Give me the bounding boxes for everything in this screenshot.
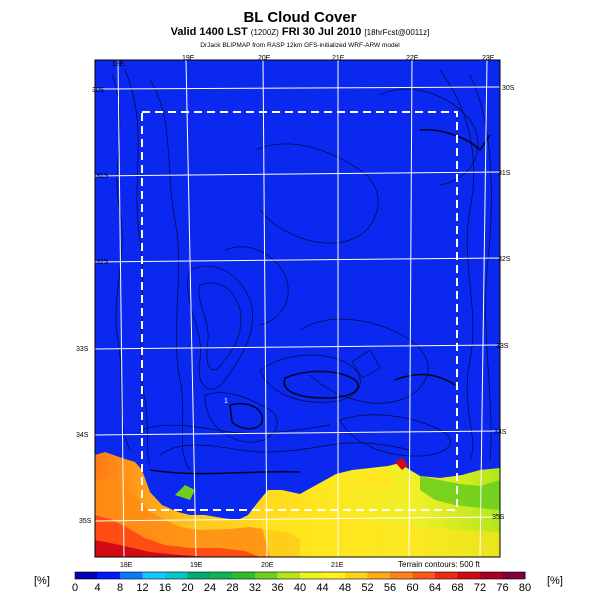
colorbar-swatch [367,572,391,579]
colorbar-swatch [277,572,301,579]
colorbar-swatch [457,572,481,579]
colorbar-swatches [75,572,526,579]
colorbar-label: 40 [294,582,306,594]
colorbar-label: 28 [226,582,238,594]
lat-label-left-1: 31S [96,173,109,180]
colorbar-swatch [232,572,256,579]
major-terrain-contours [149,129,491,475]
lat-label-right-0: 30S [502,85,515,92]
colorbar-swatch [502,572,526,579]
colorbar-swatch [142,572,166,579]
lon-label-bottom-0: 18E [120,562,133,569]
lat-label-left-0: 30S [92,87,105,94]
lon-label-top-3: 21E [332,55,345,62]
colorbar-label: 56 [384,582,396,594]
colorbar-label: 52 [361,582,373,594]
colorbar-swatch [97,572,121,579]
colorbar-label: 16 [159,582,171,594]
colorbar-swatch [435,572,458,579]
cloud-cover-land-area [95,452,500,557]
lat-lon-grid [94,59,501,558]
map-background [95,60,500,557]
colorbar-label: 36 [271,582,283,594]
colorbar-swatch [187,572,211,579]
colorbar-swatch [210,572,233,579]
lat-label-left-2: 32S [96,259,109,266]
colorbar-label: 44 [316,582,328,594]
lat-label-left-5: 35S [79,518,92,525]
colorbar-swatch [255,572,278,579]
colorbar-label: 48 [339,582,351,594]
lat-label-right-5: 35S [492,514,505,521]
lon-label-top-1: 19E [182,55,195,62]
lon-label-top-2: 20E [258,55,271,62]
lat-label-right-3: 33S [496,343,509,350]
inner-domain-boundary [141,111,458,511]
colorbar-label: 24 [204,582,216,594]
chart-title: BL Cloud Cover [243,9,357,26]
colorbar-swatch [480,572,503,579]
colorbar-swatch [165,572,188,579]
colorbar-swatch [75,572,98,579]
lon-label-bottom-3: 21E [331,562,344,569]
lon-label-top-5: 23E [482,55,495,62]
colorbar-swatch [300,572,323,579]
spot-value-label: 1 [224,398,228,405]
forecast-hour: [18hrFcst@0011z] [364,28,430,37]
colorbar-label: 76 [496,582,508,594]
lon-label-top-4: 22E [406,55,419,62]
terrain-contour-note: Terrain contours: 500 ft [398,560,480,569]
map-frame [94,59,501,558]
colorbar-labels: 0 4 8 12 16 20 24 28 32 36 40 44 48 52 56 60 64 68 72 76 80 [72,582,531,594]
lat-label-right-1: 31S [498,170,511,177]
lat-label-right-4: 34S [494,429,507,436]
colorbar-label: 60 [406,582,418,594]
lat-label-left-4: 34S [76,432,89,439]
colorbar-label: 64 [429,582,441,594]
colorbar-label: 80 [519,582,531,594]
colorbar-swatch [412,572,436,579]
colorbar-frame [74,571,526,580]
valid-date: FRI 30 Jul 2010 [281,26,362,38]
colorbar-swatch [390,572,413,579]
lat-label-right-2: 32S [498,256,511,263]
lon-label-bottom-1: 19E [190,562,203,569]
colorbar-label: 4 [94,582,100,594]
valid-time: Valid 1400 LST [170,26,248,38]
colorbar-unit-left: [%] [34,575,50,587]
lon-label-bottom-2: 20E [261,562,274,569]
colorbar-label: 12 [136,582,148,594]
colorbar-label: 32 [249,582,261,594]
valid-time-line: Valid 1400 LST (1200Z) FRI 30 Jul 2010 [… [0,26,600,38]
model-credit: DrJack BLIPMAP from RASP 12km GFS-initia… [200,42,400,49]
colorbar-label: 68 [451,582,463,594]
colorbar-swatch [345,572,368,579]
colorbar-label: 20 [181,582,193,594]
colorbar-label: 8 [117,582,123,594]
valid-utc: (1200Z) [250,28,279,37]
lon-label-top-0: 18E [112,61,125,68]
lat-label-left-3: 33S [76,346,89,353]
colorbar-swatch [322,572,346,579]
colorbar-label: 0 [72,582,78,594]
colorbar-unit-right: [%] [547,575,563,587]
colorbar-label: 72 [474,582,486,594]
colorbar-swatch [120,572,143,579]
